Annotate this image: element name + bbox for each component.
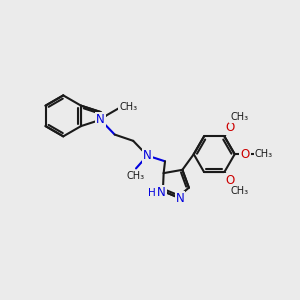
Text: CH₃: CH₃	[230, 186, 248, 196]
Text: O: O	[225, 121, 234, 134]
Text: N: N	[157, 186, 166, 199]
Text: N: N	[96, 113, 105, 126]
Text: O: O	[225, 174, 234, 187]
Text: N: N	[143, 149, 152, 162]
Text: CH₃: CH₃	[255, 149, 273, 159]
Text: O: O	[240, 148, 250, 161]
Text: H: H	[148, 188, 156, 197]
Text: CH₃: CH₃	[119, 102, 137, 112]
Text: N: N	[176, 192, 184, 205]
Text: CH₃: CH₃	[127, 171, 145, 182]
Text: CH₃: CH₃	[230, 112, 248, 122]
